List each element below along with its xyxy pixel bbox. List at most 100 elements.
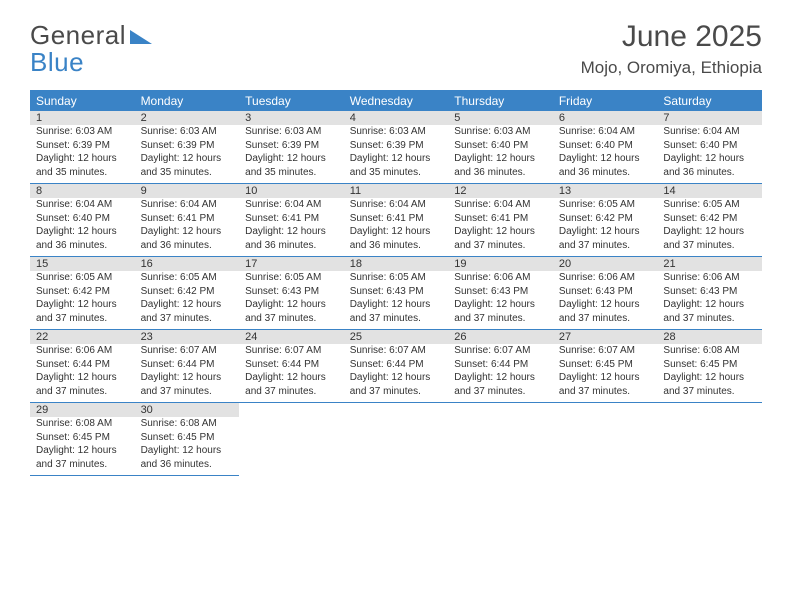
calendar-cell-blank xyxy=(553,403,658,476)
daylight-line-1: Daylight: 12 hours xyxy=(657,152,762,166)
daylight-line-1: Daylight: 12 hours xyxy=(30,444,135,458)
sunrise-text: Sunrise: 6:03 AM xyxy=(30,125,135,139)
day-number: 5 xyxy=(448,111,553,125)
sunset-text: Sunset: 6:41 PM xyxy=(344,212,449,226)
day-number: 10 xyxy=(239,184,344,198)
sunset-text: Sunset: 6:41 PM xyxy=(135,212,240,226)
daylight-line-1: Daylight: 12 hours xyxy=(135,444,240,458)
sunrise-text: Sunrise: 6:07 AM xyxy=(239,344,344,358)
sunset-text: Sunset: 6:44 PM xyxy=(239,358,344,372)
location-label: Mojo, Oromiya, Ethiopia xyxy=(581,58,762,78)
daylight-line-2: and 36 minutes. xyxy=(135,458,240,472)
calendar-cell: 28Sunrise: 6:08 AMSunset: 6:45 PMDayligh… xyxy=(657,330,762,403)
daylight-line-1: Daylight: 12 hours xyxy=(448,371,553,385)
daylight-line-1: Daylight: 12 hours xyxy=(239,225,344,239)
brand-logo: General Blue xyxy=(30,20,152,78)
sunset-text: Sunset: 6:39 PM xyxy=(344,139,449,153)
calendar-cell: 29Sunrise: 6:08 AMSunset: 6:45 PMDayligh… xyxy=(30,403,135,476)
sunrise-text: Sunrise: 6:05 AM xyxy=(657,198,762,212)
sunrise-text: Sunrise: 6:04 AM xyxy=(30,198,135,212)
daylight-line-1: Daylight: 12 hours xyxy=(135,225,240,239)
sunrise-text: Sunrise: 6:05 AM xyxy=(239,271,344,285)
daylight-line-1: Daylight: 12 hours xyxy=(30,371,135,385)
day-number: 4 xyxy=(344,111,449,125)
daylight-line-1: Daylight: 12 hours xyxy=(344,152,449,166)
calendar-cell: 4Sunrise: 6:03 AMSunset: 6:39 PMDaylight… xyxy=(344,111,449,184)
calendar-cell: 1Sunrise: 6:03 AMSunset: 6:39 PMDaylight… xyxy=(30,111,135,184)
calendar-cell: 9Sunrise: 6:04 AMSunset: 6:41 PMDaylight… xyxy=(135,184,240,257)
daylight-line-1: Daylight: 12 hours xyxy=(239,371,344,385)
sunrise-text: Sunrise: 6:04 AM xyxy=(239,198,344,212)
daylight-line-2: and 37 minutes. xyxy=(657,385,762,399)
sunset-text: Sunset: 6:42 PM xyxy=(657,212,762,226)
day-number: 16 xyxy=(135,257,240,271)
calendar-cell: 20Sunrise: 6:06 AMSunset: 6:43 PMDayligh… xyxy=(553,257,658,330)
daylight-line-2: and 36 minutes. xyxy=(30,239,135,253)
weekday-header: Saturday xyxy=(657,91,762,111)
brand-word-2: Blue xyxy=(30,47,152,78)
day-number: 1 xyxy=(30,111,135,125)
daylight-line-2: and 37 minutes. xyxy=(448,312,553,326)
sunset-text: Sunset: 6:42 PM xyxy=(30,285,135,299)
sunset-text: Sunset: 6:39 PM xyxy=(239,139,344,153)
day-number: 28 xyxy=(657,330,762,344)
sunset-text: Sunset: 6:44 PM xyxy=(448,358,553,372)
weekday-header: Monday xyxy=(135,91,240,111)
daylight-line-2: and 37 minutes. xyxy=(239,312,344,326)
calendar-cell: 13Sunrise: 6:05 AMSunset: 6:42 PMDayligh… xyxy=(553,184,658,257)
sunrise-text: Sunrise: 6:03 AM xyxy=(448,125,553,139)
sunrise-text: Sunrise: 6:07 AM xyxy=(448,344,553,358)
daylight-line-2: and 35 minutes. xyxy=(239,166,344,180)
sunrise-text: Sunrise: 6:06 AM xyxy=(30,344,135,358)
daylight-line-1: Daylight: 12 hours xyxy=(553,225,658,239)
daylight-line-1: Daylight: 12 hours xyxy=(30,152,135,166)
sunset-text: Sunset: 6:45 PM xyxy=(135,431,240,445)
sunset-text: Sunset: 6:40 PM xyxy=(448,139,553,153)
sunset-text: Sunset: 6:39 PM xyxy=(135,139,240,153)
day-number: 3 xyxy=(239,111,344,125)
day-number: 12 xyxy=(448,184,553,198)
sunrise-text: Sunrise: 6:04 AM xyxy=(553,125,658,139)
sunrise-text: Sunrise: 6:05 AM xyxy=(344,271,449,285)
daylight-line-1: Daylight: 12 hours xyxy=(448,152,553,166)
daylight-line-2: and 37 minutes. xyxy=(448,239,553,253)
daylight-line-1: Daylight: 12 hours xyxy=(553,152,658,166)
calendar-cell: 23Sunrise: 6:07 AMSunset: 6:44 PMDayligh… xyxy=(135,330,240,403)
daylight-line-1: Daylight: 12 hours xyxy=(553,298,658,312)
sunset-text: Sunset: 6:43 PM xyxy=(448,285,553,299)
daylight-line-2: and 37 minutes. xyxy=(553,312,658,326)
triangle-icon xyxy=(130,30,152,44)
day-number: 17 xyxy=(239,257,344,271)
sunset-text: Sunset: 6:42 PM xyxy=(135,285,240,299)
daylight-line-1: Daylight: 12 hours xyxy=(657,298,762,312)
daylight-line-2: and 37 minutes. xyxy=(239,385,344,399)
title-block: June 2025 Mojo, Oromiya, Ethiopia xyxy=(581,20,762,78)
daylight-line-1: Daylight: 12 hours xyxy=(135,152,240,166)
sunset-text: Sunset: 6:43 PM xyxy=(344,285,449,299)
calendar-cell: 26Sunrise: 6:07 AMSunset: 6:44 PMDayligh… xyxy=(448,330,553,403)
daylight-line-1: Daylight: 12 hours xyxy=(657,225,762,239)
daylight-line-2: and 35 minutes. xyxy=(135,166,240,180)
daylight-line-2: and 36 minutes. xyxy=(344,239,449,253)
sunrise-text: Sunrise: 6:07 AM xyxy=(344,344,449,358)
daylight-line-2: and 37 minutes. xyxy=(30,312,135,326)
daylight-line-2: and 37 minutes. xyxy=(448,385,553,399)
sunset-text: Sunset: 6:39 PM xyxy=(30,139,135,153)
weekday-header: Wednesday xyxy=(344,91,449,111)
calendar-cell: 2Sunrise: 6:03 AMSunset: 6:39 PMDaylight… xyxy=(135,111,240,184)
sunrise-text: Sunrise: 6:08 AM xyxy=(135,417,240,431)
calendar-cell-blank xyxy=(657,403,762,476)
day-number: 29 xyxy=(30,403,135,417)
sunrise-text: Sunrise: 6:06 AM xyxy=(448,271,553,285)
calendar-cell: 12Sunrise: 6:04 AMSunset: 6:41 PMDayligh… xyxy=(448,184,553,257)
day-number: 26 xyxy=(448,330,553,344)
sunrise-text: Sunrise: 6:07 AM xyxy=(135,344,240,358)
day-number: 8 xyxy=(30,184,135,198)
daylight-line-1: Daylight: 12 hours xyxy=(448,225,553,239)
daylight-line-1: Daylight: 12 hours xyxy=(30,225,135,239)
daylight-line-1: Daylight: 12 hours xyxy=(239,152,344,166)
sunrise-text: Sunrise: 6:03 AM xyxy=(344,125,449,139)
sunset-text: Sunset: 6:41 PM xyxy=(239,212,344,226)
sunrise-text: Sunrise: 6:05 AM xyxy=(135,271,240,285)
daylight-line-2: and 36 minutes. xyxy=(448,166,553,180)
